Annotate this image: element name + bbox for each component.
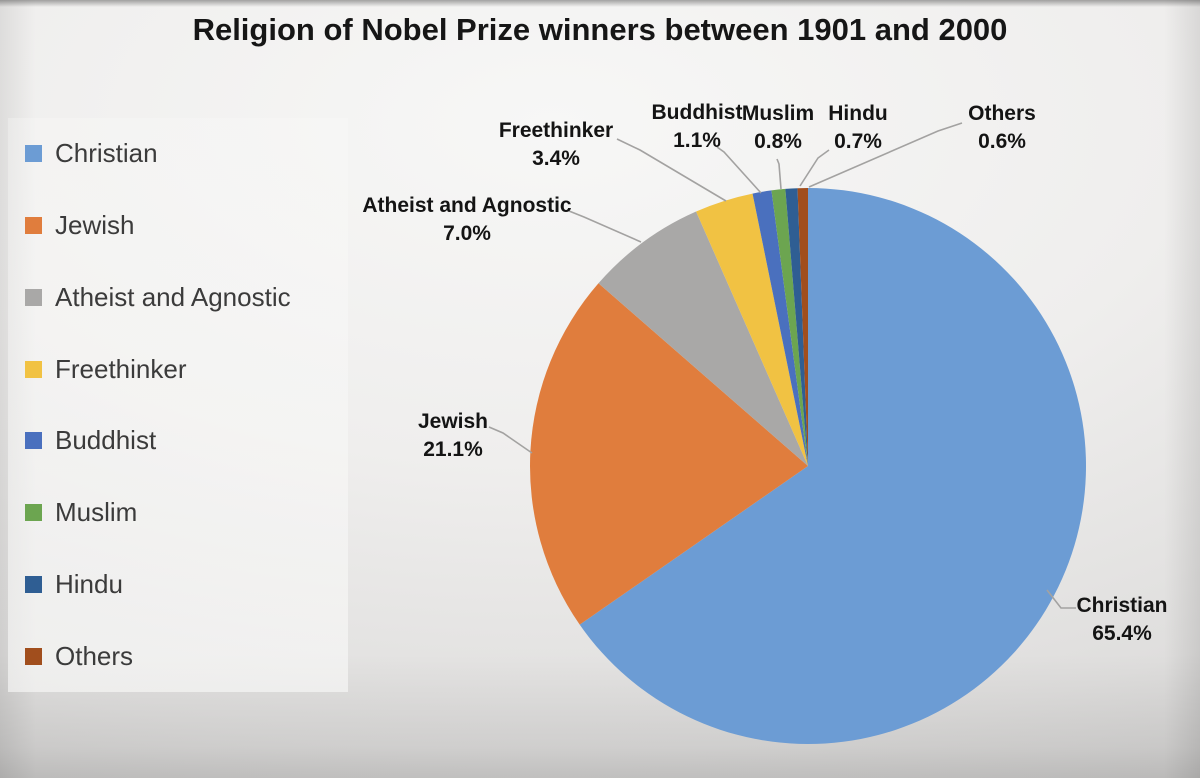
pie-slice-muslim (771, 188, 808, 466)
legend-item-atheist-and-agnostic: Atheist and Agnostic (8, 262, 348, 334)
data-label-value: 65.4% (1092, 622, 1152, 645)
data-label-hindu: Hindu 0.7% (798, 100, 918, 156)
pie-slice-others (797, 188, 808, 466)
data-label-value: 0.7% (834, 130, 882, 153)
legend-item-label: Freethinker (55, 353, 187, 384)
legend-swatch-icon (25, 217, 42, 235)
legend-item-muslim: Muslim (8, 477, 348, 549)
pie-slice-hindu (785, 188, 808, 466)
pie-slice-buddhist (752, 190, 808, 466)
data-label-others: Others 0.6% (942, 100, 1062, 156)
data-label-value: 0.6% (978, 130, 1026, 153)
legend-item-label: Muslim (55, 497, 138, 528)
legend-swatch-icon (25, 647, 42, 665)
legend-item-label: Christian (55, 138, 158, 169)
pie-slice-atheist-and-agnostic (598, 211, 808, 466)
data-label-name: Muslim (741, 102, 815, 125)
data-label-value: 3.4% (532, 147, 580, 170)
data-label-freethinker: Freethinker 3.4% (486, 117, 626, 173)
legend-swatch-icon (25, 504, 42, 522)
data-label-name: Buddhist (651, 101, 743, 124)
pie-slice-christian (579, 188, 1087, 744)
legend-item-label: Atheist and Agnostic (55, 281, 291, 312)
legend-item-buddhist: Buddhist (8, 405, 348, 477)
legend-item-label: Buddhist (55, 425, 157, 456)
legend-item-label: Hindu (55, 568, 123, 599)
data-label-value: 21.1% (423, 438, 483, 461)
pie-chart (529, 188, 1087, 744)
data-label-value: 7.0% (443, 222, 491, 245)
legend-item-hindu: Hindu (8, 549, 348, 621)
data-label-muslim: Muslim 0.8% (718, 100, 838, 156)
legend-item-label: Others (55, 640, 134, 671)
data-label-name: Christian (1076, 594, 1168, 617)
legend-swatch-icon (25, 575, 42, 593)
data-label-jewish: Jewish 21.1% (393, 408, 513, 464)
data-label-name: Hindu (828, 102, 888, 125)
data-label-name: Freethinker (498, 119, 614, 142)
legend-item-jewish: Jewish (8, 190, 348, 262)
legend: Christian Jewish Atheist and Agnostic Fr… (8, 118, 348, 692)
legend-swatch-icon (25, 145, 42, 163)
legend-item-christian: Christian (8, 118, 348, 190)
legend-item-label: Jewish (55, 210, 135, 241)
data-label-christian: Christian 65.4% (1057, 592, 1187, 648)
legend-swatch-icon (25, 360, 42, 378)
data-label-value: 1.1% (673, 129, 721, 152)
data-label-name: Jewish (417, 410, 489, 433)
data-label-value: 0.8% (754, 130, 802, 153)
legend-swatch-icon (25, 288, 42, 306)
data-label-name: Others (968, 102, 1036, 125)
legend-item-others: Others (8, 620, 348, 692)
pie-slice-jewish (529, 283, 808, 625)
data-label-name: Atheist and Agnostic (362, 194, 572, 217)
data-label-buddhist: Buddhist 1.1% (637, 99, 757, 155)
legend-swatch-icon (25, 432, 42, 450)
legend-item-freethinker: Freethinker (8, 333, 348, 405)
chart-title: Religion of Nobel Prize winners between … (192, 12, 1008, 47)
pie-slice-freethinker (696, 193, 808, 466)
data-label-atheist-and-agnostic: Atheist and Agnostic 7.0% (357, 192, 577, 248)
